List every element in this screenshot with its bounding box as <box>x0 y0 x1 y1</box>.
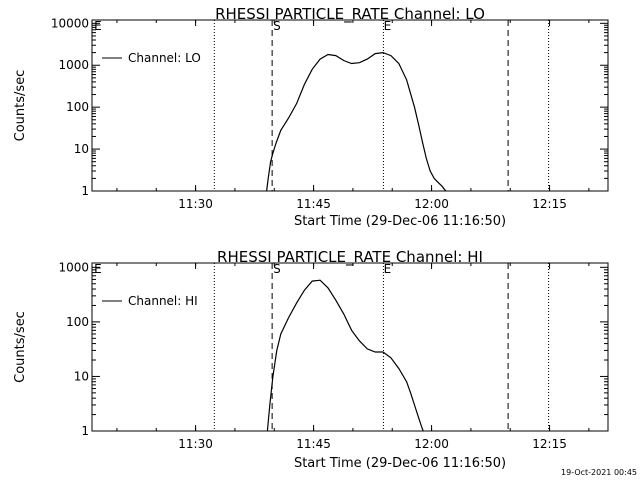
y-tick-label-1-0: 1 <box>81 424 89 438</box>
eclipse-label-0-1: E <box>384 19 392 33</box>
y-tick-label-0-3: 1000 <box>58 58 89 72</box>
x-tick-label-0-2: 12:00 <box>414 197 449 211</box>
y-tick-label-1-2: 100 <box>66 315 89 329</box>
y-tick-label-0-1: 10 <box>74 142 89 156</box>
x-tick-label-1-1: 11:45 <box>296 437 331 451</box>
plot-frame-1 <box>91 262 609 432</box>
legend-label-0: Channel: LO <box>128 51 201 65</box>
chart-title-0: RHESSI PARTICLE_RATE Channel: LO <box>215 5 485 24</box>
y-axis-label-0: Counts/sec <box>13 70 28 142</box>
x-tick-label-0-0: 11:30 <box>178 197 213 211</box>
y-axis-label-1: Counts/sec <box>13 311 28 383</box>
x-tick-label-1-2: 12:00 <box>414 437 449 451</box>
x-tick-label-0-3: 12:15 <box>532 197 567 211</box>
y-tick-label-1-1: 10 <box>74 369 89 383</box>
x-tick-label-0-1: 11:45 <box>296 197 331 211</box>
saa-label-1-0: S <box>273 262 281 276</box>
y-tick-label-0-2: 100 <box>66 100 89 114</box>
y-tick-label-0-0: 1 <box>81 184 89 198</box>
series-line-0-0 <box>266 51 447 192</box>
saa-label-0-0: S <box>273 19 281 33</box>
y-tick-label-0-4: 10000 <box>51 16 89 30</box>
y-tick-label-1-3: 1000 <box>58 260 89 274</box>
series-line-1-0 <box>266 279 424 432</box>
plot-frame-0 <box>91 19 609 192</box>
chart-title-1: RHESSI PARTICLE_RATE Channel: HI <box>217 248 483 267</box>
eclipse-label-1-1: E <box>384 262 392 276</box>
legend-label-1: Channel: HI <box>128 294 198 308</box>
x-axis-label-1: Start Time (29-Dec-06 11:16:50) <box>294 456 506 471</box>
x-axis-label-0: Start Time (29-Dec-06 11:16:50) <box>294 214 506 229</box>
eclipse-label-1-0: E <box>94 262 102 276</box>
eclipse-label-0-0: E <box>94 19 102 33</box>
x-tick-label-1-3: 12:15 <box>532 437 567 451</box>
x-tick-label-1-0: 11:30 <box>178 437 213 451</box>
